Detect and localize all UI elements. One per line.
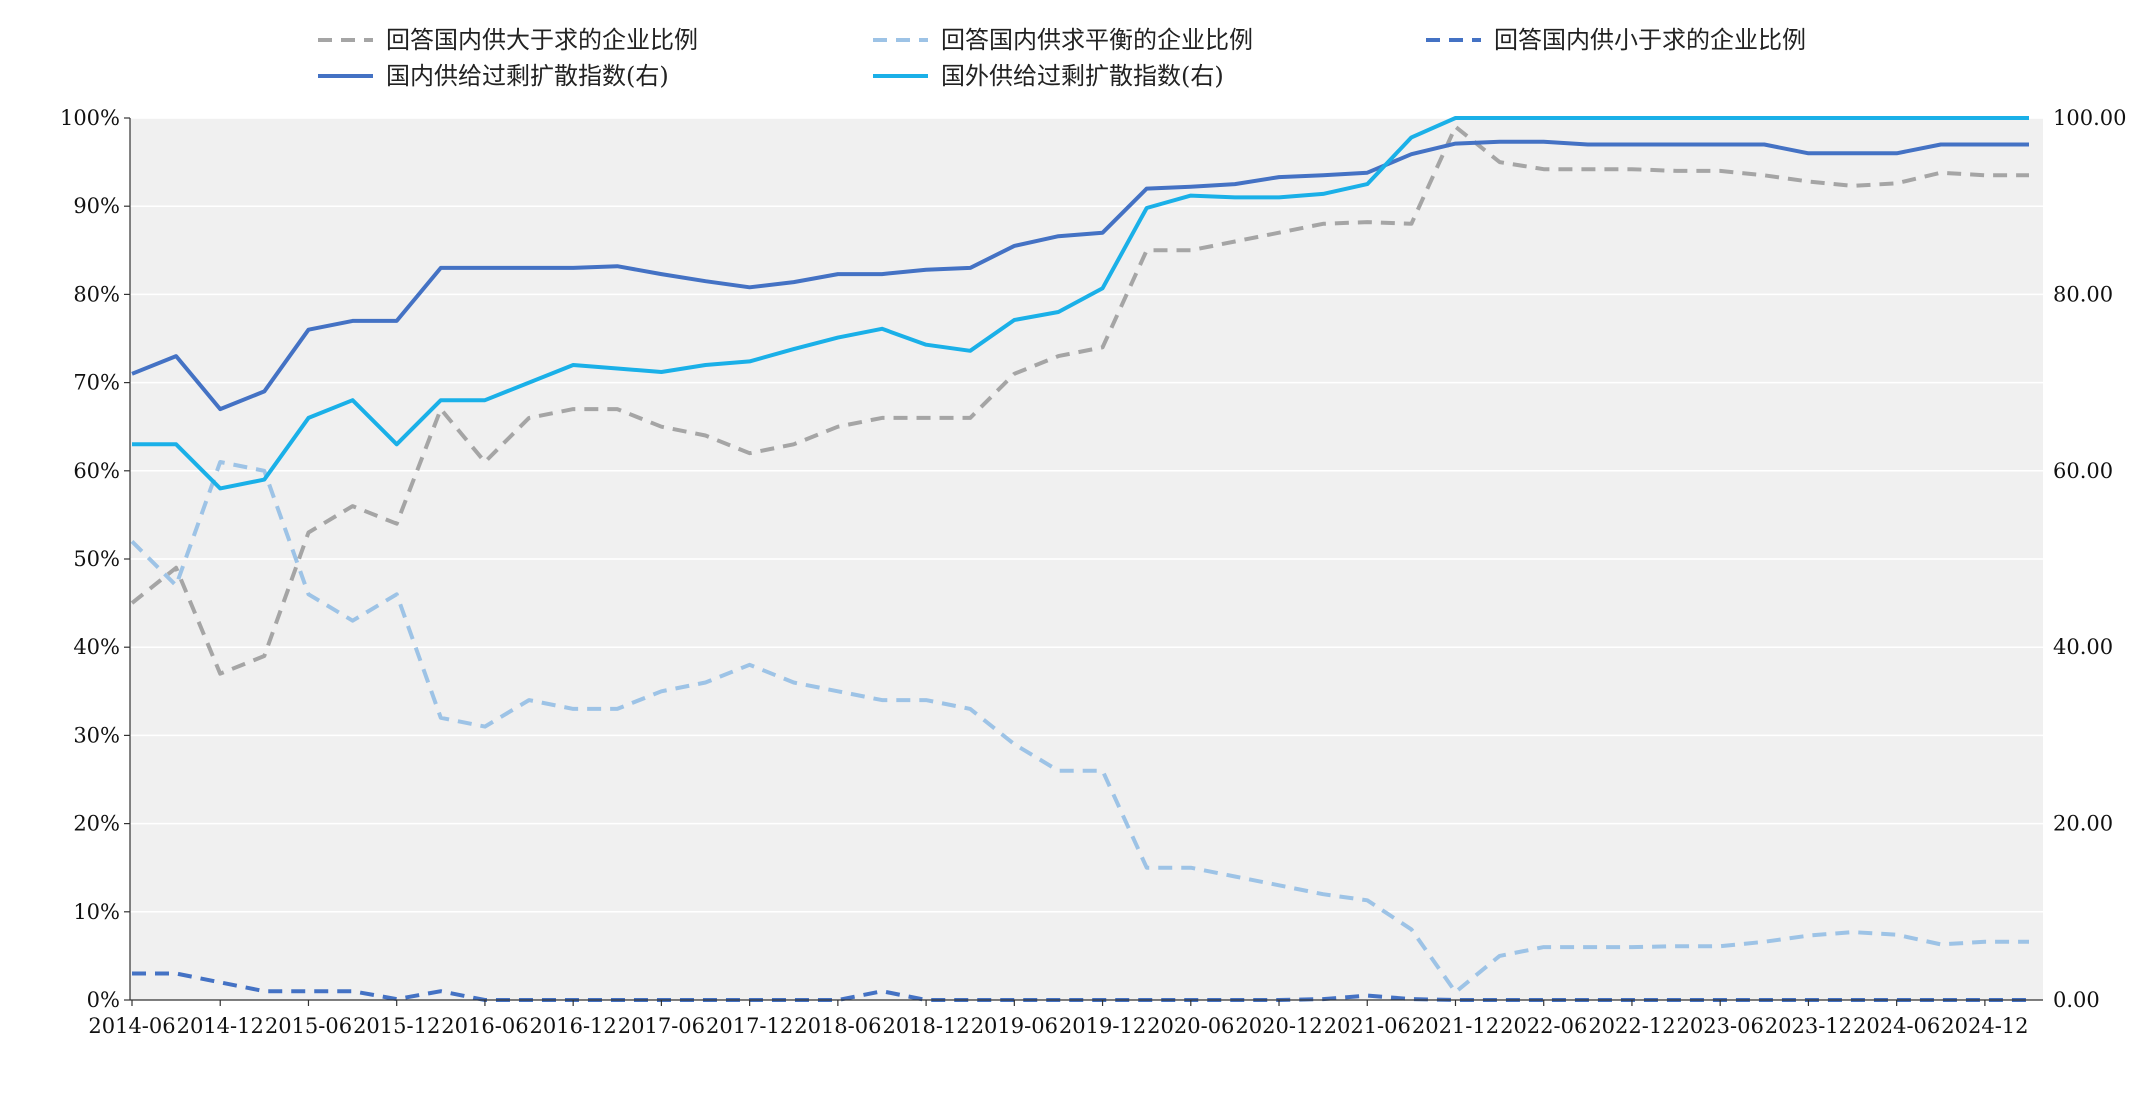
x-tick-label: 2014-12	[177, 1014, 264, 1038]
left-tick-label: 0%	[87, 988, 120, 1012]
left-tick-label: 90%	[73, 194, 120, 218]
right-tick-label: 80.00	[2053, 282, 2113, 306]
series-line-1	[130, 124, 2029, 676]
left-tick-label: 60%	[73, 459, 120, 483]
x-tick-label: 2019-12	[1059, 1014, 1146, 1038]
x-tick-label: 2014-06	[88, 1014, 175, 1038]
legend-label-1: 回答国内供大于求的企业比例	[386, 26, 698, 54]
left-tick-label: 10%	[73, 900, 120, 924]
series-line-5	[132, 116, 2029, 491]
left-tick-label: 20%	[73, 812, 120, 836]
x-tick-label: 2024-12	[1941, 1014, 2028, 1038]
x-tick-label: 2020-12	[1235, 1014, 1322, 1038]
x-tick-label: 2018-06	[794, 1014, 881, 1038]
left-tick-label: 50%	[73, 547, 120, 571]
left-tick-label: 40%	[73, 635, 120, 659]
right-tick-label: 60.00	[2053, 459, 2113, 483]
series-line-2	[130, 460, 2029, 995]
x-tick-label: 2024-06	[1853, 1014, 1940, 1038]
x-tick-label: 2022-06	[1500, 1014, 1587, 1038]
x-tick-label: 2015-06	[265, 1014, 352, 1038]
series-line-4	[131, 139, 2029, 412]
right-tick-label: 100.00	[2053, 106, 2126, 130]
legend-label-2: 回答国内供求平衡的企业比例	[941, 26, 1253, 54]
x-tick-label: 2019-06	[971, 1014, 1058, 1038]
x-tick-label: 2017-06	[618, 1014, 705, 1038]
x-tick-label: 2022-12	[1588, 1014, 1675, 1038]
x-tick-label: 2023-12	[1765, 1014, 1852, 1038]
left-tick-label: 100%	[60, 106, 120, 130]
left-tick-label: 30%	[73, 723, 120, 747]
legend-label-5: 国外供给过剩扩散指数(右)	[941, 62, 1224, 90]
right-tick-label: 20.00	[2053, 812, 2113, 836]
x-tick-label: 2016-12	[530, 1014, 617, 1038]
x-tick-label: 2020-06	[1147, 1014, 1234, 1038]
x-tick-label: 2021-12	[1412, 1014, 1499, 1038]
x-tick-label: 2016-06	[441, 1014, 528, 1038]
left-tick-label: 70%	[73, 371, 120, 395]
x-tick-label: 2023-06	[1677, 1014, 1764, 1038]
left-tick-label: 80%	[73, 282, 120, 306]
right-tick-label: 0.00	[2053, 988, 2100, 1012]
x-tick-label: 2021-06	[1324, 1014, 1411, 1038]
x-tick-label: 2015-12	[353, 1014, 440, 1038]
legend-label-4: 国内供给过剩扩散指数(右)	[386, 62, 669, 90]
right-tick-label: 40.00	[2053, 635, 2113, 659]
x-tick-label: 2017-12	[706, 1014, 793, 1038]
legend-label-3: 回答国内供小于求的企业比例	[1494, 26, 1806, 54]
x-tick-label: 2018-12	[882, 1014, 969, 1038]
